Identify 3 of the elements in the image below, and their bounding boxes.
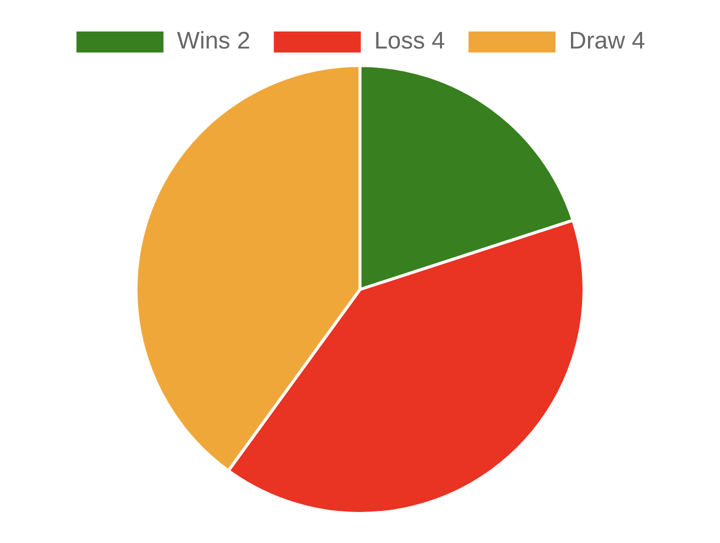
legend-label: Wins 2 (176, 28, 250, 55)
legend-label: Draw 4 (569, 28, 646, 55)
legend-label: Loss 4 (374, 28, 446, 55)
